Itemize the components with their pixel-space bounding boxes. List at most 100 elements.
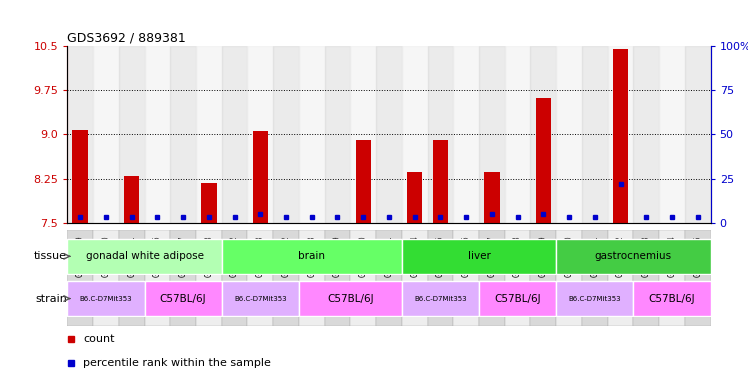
Bar [221, 281, 299, 316]
Bar [407, 172, 423, 223]
Text: GSM179986: GSM179986 [462, 235, 470, 277]
Bar [685, 230, 711, 326]
Bar [557, 281, 634, 316]
Text: B6.C-D7Mit353: B6.C-D7Mit353 [79, 296, 132, 301]
Text: tissue: tissue [34, 251, 67, 262]
Text: count: count [83, 334, 115, 344]
Text: GSM179996: GSM179996 [153, 235, 162, 277]
Text: GSM180001: GSM180001 [384, 235, 393, 277]
Text: GSM179992: GSM179992 [616, 235, 625, 277]
Bar [402, 230, 428, 326]
Bar [196, 46, 221, 223]
Text: gastrocnemius: gastrocnemius [595, 251, 672, 262]
Bar [428, 230, 453, 326]
Text: strain: strain [35, 293, 67, 304]
Bar [479, 46, 505, 223]
Bar [659, 230, 685, 326]
Bar [67, 46, 93, 223]
Bar [350, 230, 376, 326]
Bar [376, 46, 402, 223]
Bar [505, 46, 530, 223]
Text: C57BL/6J: C57BL/6J [649, 293, 696, 304]
Bar [402, 46, 428, 223]
Bar [505, 230, 530, 326]
Text: GSM179999: GSM179999 [333, 235, 342, 277]
Bar [634, 46, 659, 223]
Bar [144, 230, 171, 326]
Bar [299, 281, 402, 316]
Bar [634, 230, 659, 326]
Text: gonadal white adipose: gonadal white adipose [85, 251, 203, 262]
Bar [221, 239, 402, 274]
Text: GSM179995: GSM179995 [693, 235, 702, 277]
Bar [479, 281, 557, 316]
Bar [221, 230, 248, 326]
Text: GSM179991: GSM179991 [590, 235, 599, 277]
Text: B6.C-D7Mit353: B6.C-D7Mit353 [568, 296, 621, 301]
Text: GSM179983: GSM179983 [256, 235, 265, 277]
Bar [221, 46, 248, 223]
Text: C57BL/6J: C57BL/6J [327, 293, 374, 304]
Text: GSM180002: GSM180002 [281, 235, 290, 277]
Text: GSM179997: GSM179997 [179, 235, 188, 277]
Text: GSM179993: GSM179993 [642, 235, 651, 277]
Bar [248, 46, 273, 223]
Bar [124, 175, 139, 223]
Bar [484, 172, 500, 223]
Bar [299, 46, 325, 223]
Text: GSM179979: GSM179979 [76, 235, 85, 277]
Text: GSM179998: GSM179998 [204, 235, 213, 277]
Bar [171, 230, 196, 326]
Bar [634, 281, 711, 316]
Bar [93, 230, 119, 326]
Bar [325, 230, 350, 326]
Text: GSM179988: GSM179988 [513, 235, 522, 277]
Bar [67, 239, 221, 274]
Text: C57BL/6J: C57BL/6J [160, 293, 206, 304]
Bar [557, 239, 711, 274]
Text: B6.C-D7Mit353: B6.C-D7Mit353 [234, 296, 286, 301]
Bar [530, 46, 557, 223]
Bar [196, 230, 221, 326]
Text: C57BL/6J: C57BL/6J [494, 293, 541, 304]
Bar [453, 230, 479, 326]
Bar [119, 46, 144, 223]
Bar [432, 140, 448, 223]
Bar [402, 281, 479, 316]
Text: GSM179987: GSM179987 [488, 235, 497, 277]
Bar [248, 230, 273, 326]
Text: percentile rank within the sample: percentile rank within the sample [83, 358, 272, 368]
Bar [536, 98, 551, 223]
Text: brain: brain [298, 251, 325, 262]
Bar [428, 46, 453, 223]
Bar [144, 46, 171, 223]
Bar [557, 46, 582, 223]
Bar [607, 230, 634, 326]
Bar [685, 46, 711, 223]
Bar [171, 46, 196, 223]
Bar [273, 46, 299, 223]
Text: liver: liver [468, 251, 491, 262]
Bar [299, 230, 325, 326]
Bar [376, 230, 402, 326]
Text: GSM179985: GSM179985 [436, 235, 445, 277]
Bar [144, 281, 221, 316]
Bar [253, 131, 268, 223]
Text: GSM179981: GSM179981 [127, 235, 136, 277]
Bar [613, 49, 628, 223]
Text: GSM179994: GSM179994 [667, 235, 676, 277]
Text: GDS3692 / 889381: GDS3692 / 889381 [67, 32, 186, 45]
Bar [325, 46, 350, 223]
Bar [273, 230, 299, 326]
Text: GSM180003: GSM180003 [307, 235, 316, 277]
Bar [201, 183, 217, 223]
Bar [557, 230, 582, 326]
Bar [355, 140, 371, 223]
Bar [582, 230, 607, 326]
Bar [453, 46, 479, 223]
Bar [67, 281, 144, 316]
Bar [350, 46, 376, 223]
Bar [73, 130, 88, 223]
Text: GSM179990: GSM179990 [565, 235, 574, 277]
Bar [659, 46, 685, 223]
